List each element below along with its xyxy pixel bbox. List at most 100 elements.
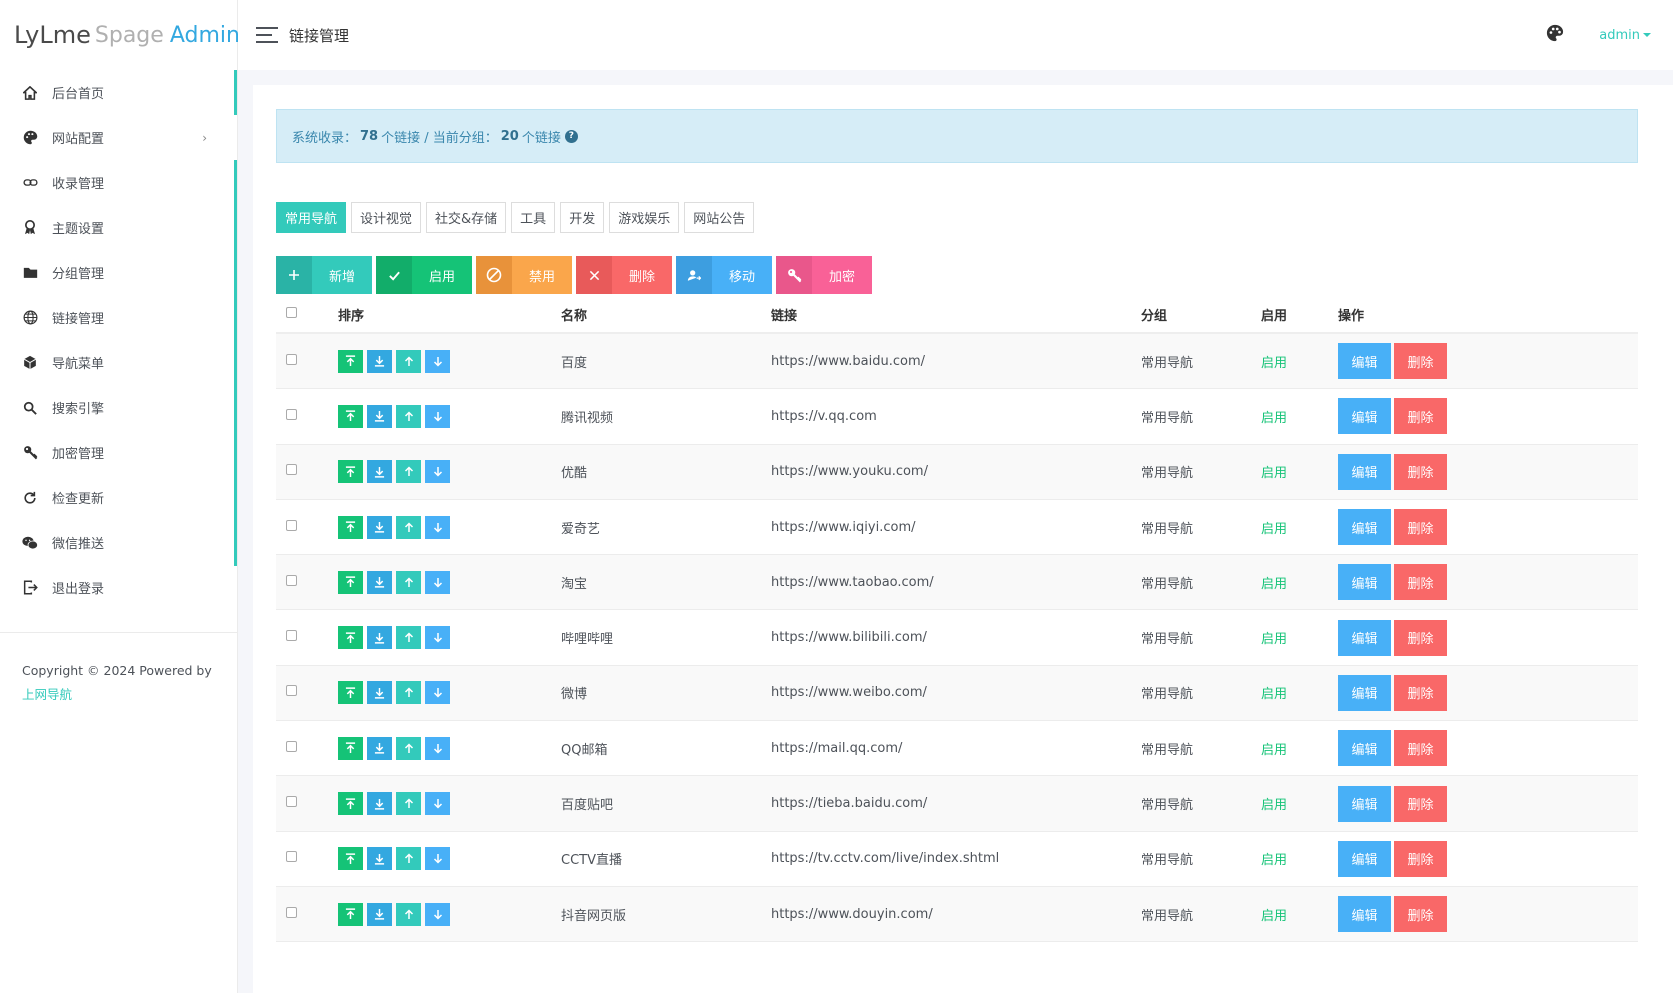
move-down-button[interactable] <box>425 792 450 816</box>
delete-button[interactable]: 删除 <box>1394 785 1447 822</box>
move-bottom-button[interactable] <box>367 626 392 650</box>
palette-icon[interactable] <box>1546 24 1564 46</box>
move-bottom-button[interactable] <box>367 349 392 373</box>
move-top-button[interactable] <box>338 792 363 816</box>
delete-button[interactable]: 删除 <box>1394 896 1447 933</box>
sidebar-item[interactable]: 收录管理 <box>0 160 237 205</box>
delete-button[interactable]: 删除 <box>1394 840 1447 877</box>
move-top-button[interactable] <box>338 681 363 705</box>
action-button[interactable]: 删除 <box>576 256 672 294</box>
edit-button[interactable]: 编辑 <box>1338 785 1391 822</box>
edit-button[interactable]: 编辑 <box>1338 674 1391 711</box>
move-down-button[interactable] <box>425 626 450 650</box>
edit-button[interactable]: 编辑 <box>1338 453 1391 490</box>
delete-button[interactable]: 删除 <box>1394 730 1447 767</box>
move-up-button[interactable] <box>396 736 421 760</box>
action-button[interactable]: 启用 <box>376 256 472 294</box>
sidebar-item[interactable]: 链接管理 <box>0 295 237 340</box>
user-menu[interactable]: admin <box>1599 28 1651 43</box>
move-down-button[interactable] <box>425 736 450 760</box>
edit-button[interactable]: 编辑 <box>1338 840 1391 877</box>
sidebar-item[interactable]: 后台首页 <box>0 70 237 115</box>
delete-button[interactable]: 删除 <box>1394 398 1447 435</box>
move-bottom-button[interactable] <box>367 902 392 926</box>
menu-toggle-icon[interactable] <box>256 27 278 43</box>
delete-button[interactable]: 删除 <box>1394 509 1447 546</box>
sidebar-item[interactable]: 退出登录 <box>0 565 237 610</box>
move-top-button[interactable] <box>338 349 363 373</box>
copyright-link[interactable]: 上网导航 <box>22 687 73 702</box>
row-checkbox[interactable] <box>286 740 297 752</box>
edit-button[interactable]: 编辑 <box>1338 509 1391 546</box>
move-bottom-button[interactable] <box>367 847 392 871</box>
move-up-button[interactable] <box>396 515 421 539</box>
action-button[interactable]: 禁用 <box>476 256 572 294</box>
edit-button[interactable]: 编辑 <box>1338 398 1391 435</box>
move-bottom-button[interactable] <box>367 515 392 539</box>
row-checkbox[interactable] <box>286 851 297 863</box>
move-bottom-button[interactable] <box>367 570 392 594</box>
row-checkbox[interactable] <box>286 353 297 365</box>
tab-group[interactable]: 常用导航 <box>276 202 347 233</box>
move-up-button[interactable] <box>396 681 421 705</box>
move-top-button[interactable] <box>338 404 363 428</box>
row-checkbox[interactable] <box>286 464 297 476</box>
move-up-button[interactable] <box>396 570 421 594</box>
delete-button[interactable]: 删除 <box>1394 343 1447 380</box>
row-checkbox[interactable] <box>286 685 297 697</box>
move-top-button[interactable] <box>338 460 363 484</box>
sidebar-item[interactable]: 分组管理 <box>0 250 237 295</box>
move-bottom-button[interactable] <box>367 460 392 484</box>
select-all-checkbox[interactable] <box>286 307 297 318</box>
tab-group[interactable]: 游戏娱乐 <box>609 202 680 233</box>
row-checkbox[interactable] <box>286 519 297 531</box>
move-bottom-button[interactable] <box>367 736 392 760</box>
row-checkbox[interactable] <box>286 408 297 420</box>
action-button[interactable]: 新增 <box>276 256 372 294</box>
sidebar-item[interactable]: 微信推送 <box>0 520 237 565</box>
move-bottom-button[interactable] <box>367 792 392 816</box>
edit-button[interactable]: 编辑 <box>1338 730 1391 767</box>
move-up-button[interactable] <box>396 349 421 373</box>
move-up-button[interactable] <box>396 626 421 650</box>
move-bottom-button[interactable] <box>367 681 392 705</box>
edit-button[interactable]: 编辑 <box>1338 619 1391 656</box>
move-top-button[interactable] <box>338 570 363 594</box>
move-down-button[interactable] <box>425 349 450 373</box>
move-top-button[interactable] <box>338 515 363 539</box>
move-up-button[interactable] <box>396 847 421 871</box>
tab-group[interactable]: 网站公告 <box>684 202 755 233</box>
delete-button[interactable]: 删除 <box>1394 564 1447 601</box>
sidebar-item[interactable]: 网站配置 › <box>0 115 237 160</box>
sidebar-item[interactable]: 检查更新 <box>0 475 237 520</box>
move-down-button[interactable] <box>425 902 450 926</box>
tab-group[interactable]: 社交&存储 <box>426 202 507 233</box>
move-top-button[interactable] <box>338 902 363 926</box>
tab-group[interactable]: 工具 <box>511 202 556 233</box>
move-top-button[interactable] <box>338 847 363 871</box>
delete-button[interactable]: 删除 <box>1394 619 1447 656</box>
action-button[interactable]: 加密 <box>776 256 872 294</box>
delete-button[interactable]: 删除 <box>1394 674 1447 711</box>
question-icon[interactable]: ? <box>564 129 578 143</box>
move-down-button[interactable] <box>425 570 450 594</box>
row-checkbox[interactable] <box>286 906 297 918</box>
row-checkbox[interactable] <box>286 630 297 642</box>
move-down-button[interactable] <box>425 681 450 705</box>
move-up-button[interactable] <box>396 460 421 484</box>
move-up-button[interactable] <box>396 792 421 816</box>
tab-group[interactable]: 设计视觉 <box>351 202 422 233</box>
tab-group[interactable]: 开发 <box>560 202 605 233</box>
move-bottom-button[interactable] <box>367 404 392 428</box>
edit-button[interactable]: 编辑 <box>1338 896 1391 933</box>
move-down-button[interactable] <box>425 847 450 871</box>
sidebar-item[interactable]: 主题设置 <box>0 205 237 250</box>
delete-button[interactable]: 删除 <box>1394 453 1447 490</box>
move-top-button[interactable] <box>338 626 363 650</box>
row-checkbox[interactable] <box>286 796 297 808</box>
edit-button[interactable]: 编辑 <box>1338 343 1391 380</box>
sidebar-item[interactable]: 导航菜单 <box>0 340 237 385</box>
sidebar-item[interactable]: 加密管理 <box>0 430 237 475</box>
move-down-button[interactable] <box>425 515 450 539</box>
move-top-button[interactable] <box>338 736 363 760</box>
